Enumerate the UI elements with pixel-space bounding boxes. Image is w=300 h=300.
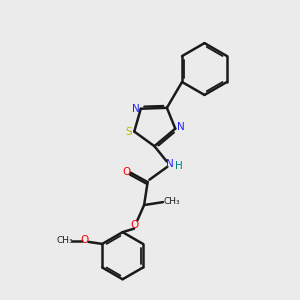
Text: H: H [175, 161, 183, 171]
Text: N: N [166, 159, 174, 169]
Text: N: N [177, 122, 184, 132]
Text: CH₃: CH₃ [56, 236, 73, 245]
Text: O: O [131, 220, 139, 230]
Text: CH₃: CH₃ [164, 197, 180, 206]
Text: O: O [81, 236, 89, 245]
Text: O: O [122, 167, 130, 177]
Text: N: N [132, 104, 140, 114]
Text: S: S [125, 127, 132, 137]
